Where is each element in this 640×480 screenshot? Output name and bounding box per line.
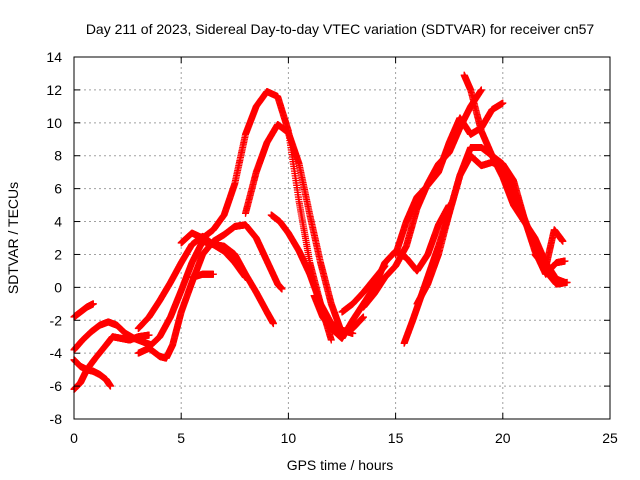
data-point-marker	[106, 382, 114, 390]
data-point-marker	[89, 300, 97, 308]
chart-title: Day 211 of 2023, Sidereal Day-to-day VTE…	[86, 21, 595, 37]
data-point-marker	[145, 331, 153, 339]
data-points	[70, 71, 571, 393]
